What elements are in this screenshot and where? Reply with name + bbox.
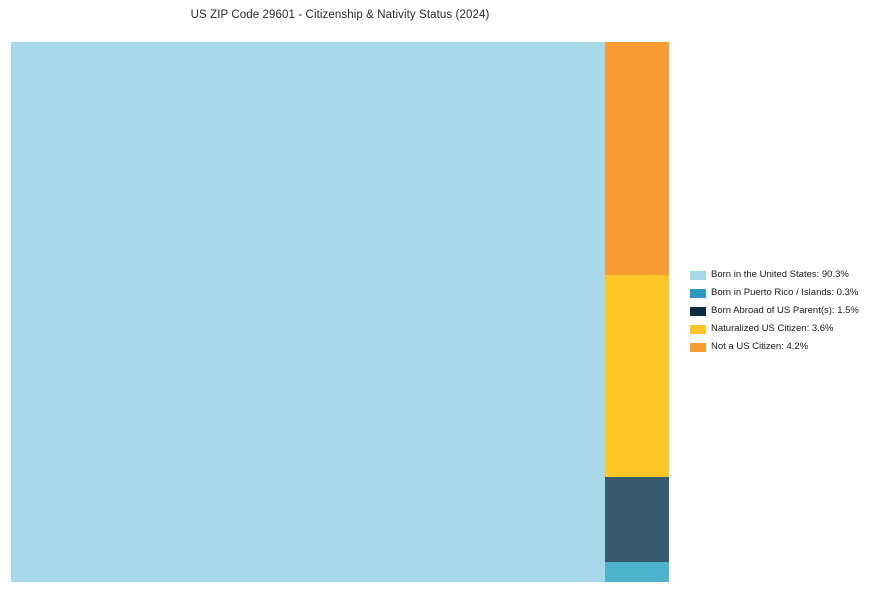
legend-color-swatch	[690, 342, 706, 352]
chart-title: US ZIP Code 29601 - Citizenship & Nativi…	[190, 9, 490, 21]
legend-item-label: Naturalized US Citizen: 3.6%	[711, 323, 834, 335]
treemap-tile[interactable]	[604, 275, 669, 477]
legend-color-swatch	[690, 288, 706, 298]
chart-legend: Born in the United States: 90.3% Born in …	[690, 266, 885, 356]
legend-item[interactable]: Born Abroad of US Parent(s): 1.5%	[690, 302, 885, 320]
legend-item[interactable]: Born in the United States: 90.3%	[690, 266, 885, 284]
legend-item[interactable]: Naturalized US Citizen: 3.6%	[690, 320, 885, 338]
treemap-tile[interactable]	[604, 42, 669, 275]
legend-item-label: Born in Puerto Rico / Islands: 0.3%	[711, 287, 859, 299]
treemap-plot-area	[11, 42, 669, 582]
legend-color-swatch	[690, 324, 706, 334]
treemap-tile[interactable]	[604, 562, 669, 582]
legend-item-label: Born in the United States: 90.3%	[711, 269, 849, 281]
legend-item[interactable]: Born in Puerto Rico / Islands: 0.3%	[690, 284, 885, 302]
treemap-tile[interactable]	[11, 42, 605, 582]
legend-item-label: Born Abroad of US Parent(s): 1.5%	[711, 305, 859, 317]
legend-item[interactable]: Not a US Citizen: 4.2%	[690, 338, 885, 356]
legend-color-swatch	[690, 270, 706, 280]
legend-item-label: Not a US Citizen: 4.2%	[711, 341, 809, 353]
legend-color-swatch	[690, 306, 706, 316]
treemap-tile[interactable]	[604, 477, 669, 562]
